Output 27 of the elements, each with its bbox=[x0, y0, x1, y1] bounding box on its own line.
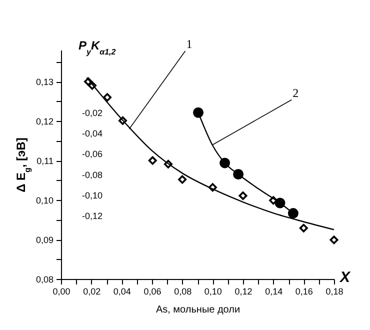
y-tick-label: 0,09 bbox=[36, 235, 54, 246]
x-tick-label: 0,00 bbox=[52, 286, 70, 296]
x-tick-label: 0,08 bbox=[174, 286, 192, 296]
x-tick-label: 0,16 bbox=[295, 286, 313, 296]
x-tick-label: 0,04 bbox=[113, 286, 131, 296]
y2-tick-label: -0,08 bbox=[82, 170, 102, 180]
annotation: 1 bbox=[186, 36, 192, 51]
y2-tick-label: -0,10 bbox=[82, 190, 102, 200]
x-tick-label: 0,02 bbox=[83, 286, 101, 296]
x-tick-label: 0,12 bbox=[234, 286, 252, 296]
y2-tick-label: -0,04 bbox=[82, 128, 102, 139]
y-tick-label: 0,10 bbox=[36, 196, 54, 206]
y-tick-label: 0,11 bbox=[36, 156, 54, 166]
y-tick-label: 0,12 bbox=[36, 116, 54, 127]
y2-axis-title: P$_{y}$K$_{α1,2}$ bbox=[78, 38, 116, 56]
x-tick-label: 0,06 bbox=[144, 286, 162, 296]
y-tick-label: 0,13 bbox=[36, 77, 54, 88]
text: X bbox=[339, 269, 351, 286]
x-tick-label: 0,14 bbox=[265, 286, 283, 296]
x-tick-label: 0,10 bbox=[204, 286, 222, 296]
y2-tick-label: -0,02 bbox=[82, 108, 102, 118]
y2-tick-label: -0,12 bbox=[82, 210, 102, 221]
x-tick-label: 0,18 bbox=[326, 286, 344, 296]
y2-tick-label: -0,06 bbox=[82, 149, 102, 160]
x-axis-title: As, мольные доли bbox=[156, 304, 240, 316]
y-tick-label: 0,08 bbox=[36, 274, 54, 284]
annotation: 2 bbox=[292, 86, 299, 100]
